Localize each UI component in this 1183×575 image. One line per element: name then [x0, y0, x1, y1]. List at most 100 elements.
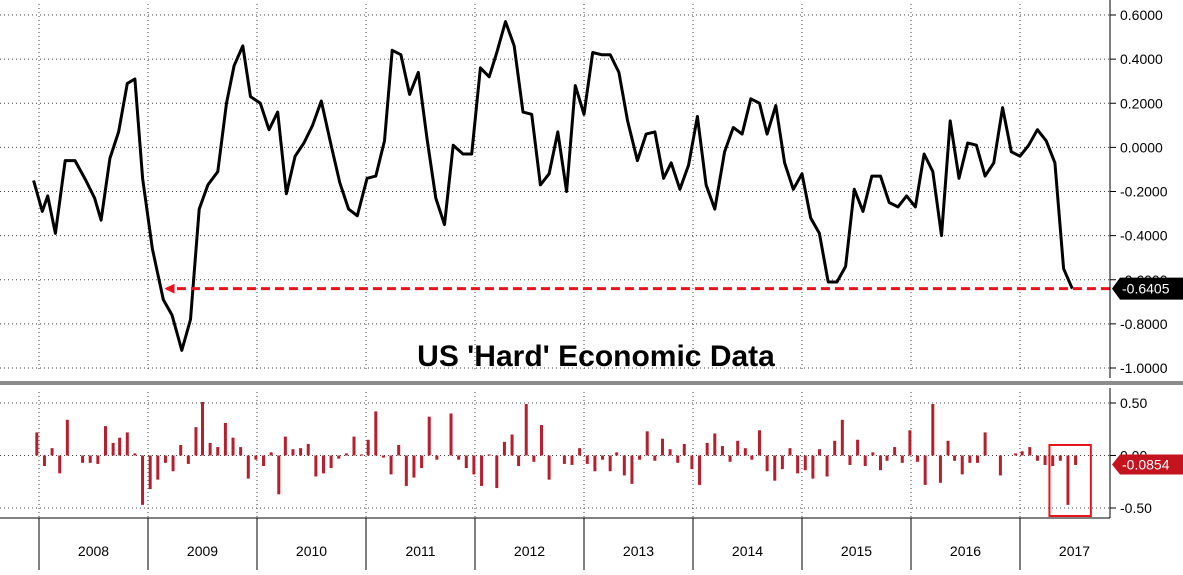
y-tick-label: -0.2000	[1120, 184, 1168, 200]
bar	[885, 455, 889, 461]
bar	[728, 455, 732, 462]
x-tick-label: 2016	[950, 543, 981, 559]
last-value-tag	[1112, 277, 1183, 300]
bar	[404, 455, 408, 486]
bar	[788, 448, 792, 456]
x-tick-label: 2014	[732, 543, 763, 559]
bar	[1035, 455, 1039, 461]
last-value-label: -0.0854	[1122, 456, 1170, 472]
bar	[389, 455, 393, 475]
bar	[1074, 455, 1078, 465]
bar	[1058, 455, 1062, 461]
x-tick-label: 2017	[1059, 543, 1090, 559]
bar	[931, 404, 935, 456]
bar	[676, 455, 680, 463]
bar	[464, 455, 468, 469]
bar	[773, 455, 777, 481]
chart-title: US 'Hard' Economic Data	[417, 340, 775, 373]
bar	[608, 455, 612, 472]
bar	[344, 453, 348, 456]
bar	[1051, 455, 1055, 466]
bar	[179, 445, 183, 456]
bar	[321, 455, 325, 474]
bar	[938, 455, 942, 483]
line-layer	[32, 20, 1110, 352]
bar	[201, 401, 204, 456]
bar	[893, 447, 897, 456]
bar	[360, 454, 364, 456]
panel-separator	[0, 381, 1183, 385]
bar	[916, 455, 920, 462]
bar	[757, 430, 761, 456]
bar	[968, 455, 972, 463]
bar	[817, 449, 821, 456]
bar	[88, 455, 92, 463]
bar	[254, 455, 258, 460]
y-tick-label: -0.50	[1120, 500, 1152, 516]
bar	[141, 455, 145, 505]
bar	[615, 452, 619, 456]
bar	[630, 455, 634, 484]
bar	[457, 455, 461, 460]
bar	[96, 455, 100, 464]
bar	[1028, 447, 1032, 456]
bar	[502, 441, 506, 456]
bar	[366, 439, 370, 456]
y-tick-label: 0.6000	[1120, 7, 1163, 23]
bar	[216, 447, 220, 456]
bar	[878, 455, 882, 471]
bar	[946, 440, 950, 456]
bar	[622, 455, 626, 476]
bar	[682, 443, 686, 456]
bar	[133, 453, 137, 456]
bar	[517, 455, 521, 466]
bar	[524, 404, 528, 456]
bar	[427, 416, 431, 456]
bar	[983, 432, 987, 456]
bar	[1020, 451, 1024, 456]
bar	[532, 455, 536, 462]
y-tick-label: 0.2000	[1120, 95, 1163, 111]
bar	[262, 455, 266, 466]
bar	[863, 455, 867, 466]
bar	[570, 455, 574, 465]
bar	[668, 449, 672, 456]
bar	[698, 455, 702, 485]
bar	[840, 419, 844, 456]
bar	[480, 455, 484, 486]
bar	[593, 455, 597, 472]
bar	[118, 437, 122, 456]
bar-layer	[35, 401, 1092, 517]
bar	[111, 442, 115, 456]
bar	[547, 455, 551, 480]
bar	[601, 455, 605, 460]
bar	[736, 440, 740, 456]
bar	[510, 434, 514, 456]
bar	[1066, 455, 1070, 505]
last-value-label: -0.6405	[1122, 281, 1170, 297]
last-value-tag	[1112, 454, 1183, 475]
bar	[690, 455, 694, 470]
bar	[923, 455, 927, 485]
y-tick-label: 0.0000	[1120, 139, 1163, 155]
bar	[495, 455, 499, 489]
bar	[743, 448, 747, 456]
bar	[420, 455, 424, 469]
series-line	[32, 20, 1074, 352]
bar	[381, 455, 385, 458]
x-tick-label: 2009	[187, 543, 218, 559]
bar	[585, 455, 589, 464]
bar	[223, 422, 227, 456]
bar	[811, 455, 815, 479]
bar	[705, 442, 709, 456]
bar	[329, 455, 333, 469]
y-tick-label: -0.4000	[1120, 228, 1168, 244]
bar	[42, 455, 46, 466]
bar	[796, 455, 800, 474]
bar	[306, 443, 310, 456]
bar	[449, 413, 453, 456]
bar	[291, 449, 295, 456]
x-tick-label: 2011	[405, 543, 435, 559]
bar	[435, 455, 439, 460]
